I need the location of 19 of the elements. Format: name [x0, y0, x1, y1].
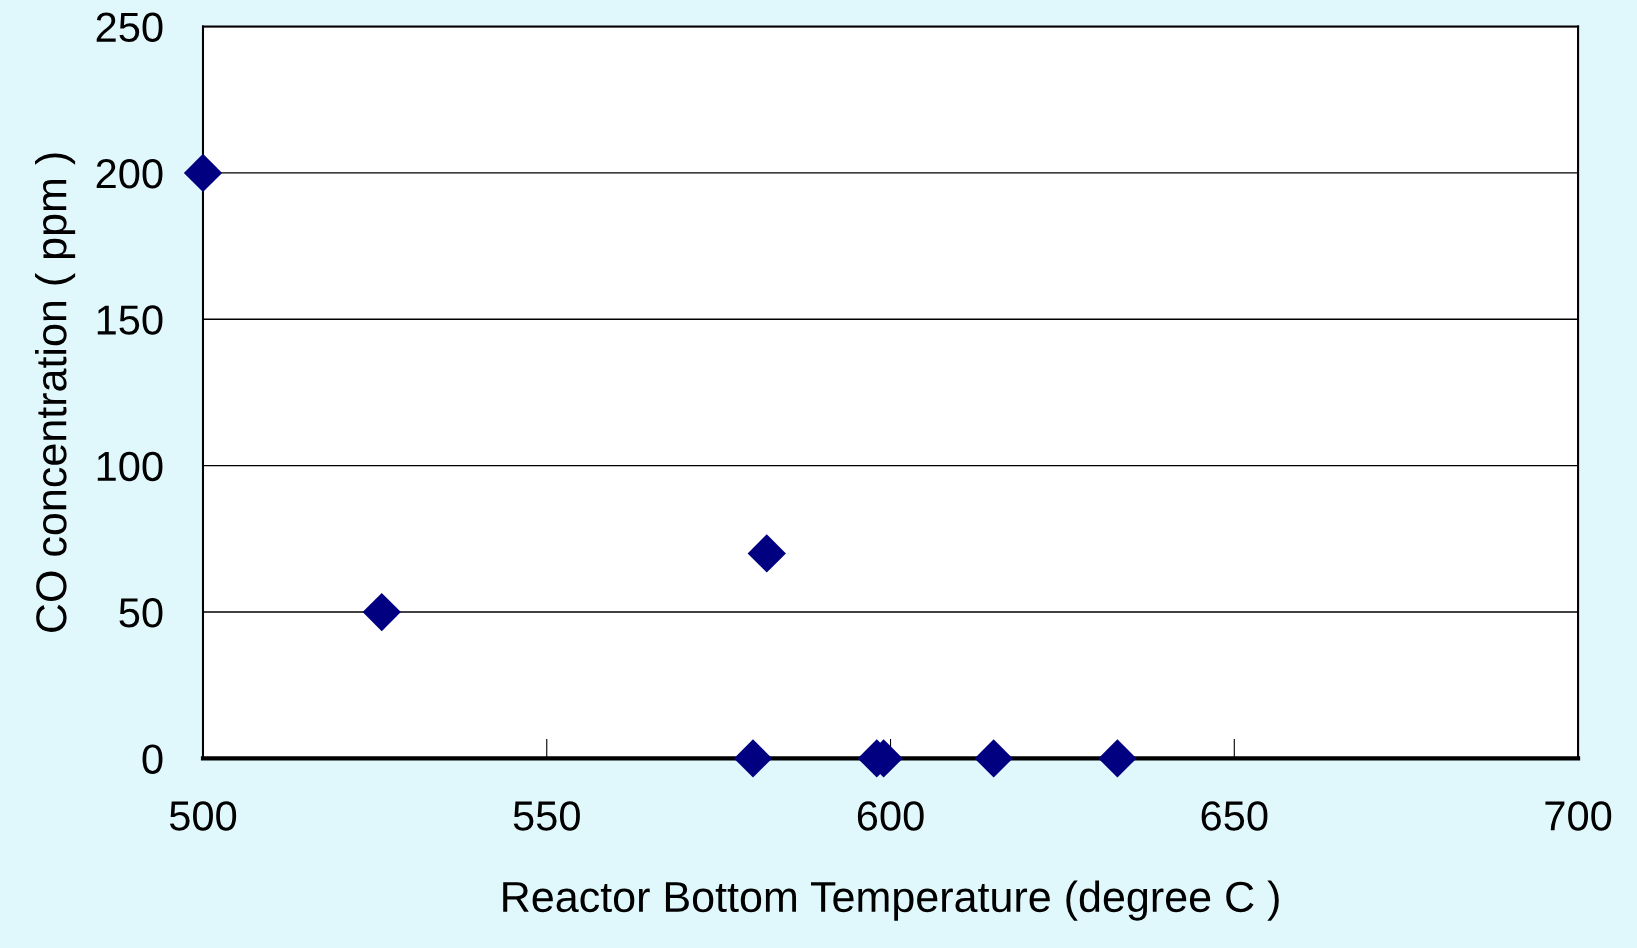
y-tick-label: 150 [97, 305, 163, 335]
y-axis-title: CO concentration ( ppm ) [35, 153, 76, 632]
x-tick-label: 700 [1545, 801, 1612, 831]
x-axis-title: Reactor Bottom Temperature (degree C ) [503, 880, 1279, 921]
x-tick-label: 550 [513, 801, 580, 831]
y-tick-label: 50 [119, 598, 163, 628]
x-tick-label: 600 [857, 801, 924, 831]
y-tick-label: 250 [96, 12, 163, 43]
point [747, 534, 786, 573]
point [362, 592, 401, 632]
y-tick-label: 100 [97, 451, 163, 482]
y-tick-label: 200 [96, 158, 163, 189]
x-tick-label: 500 [169, 801, 237, 831]
point [183, 153, 223, 193]
point [733, 739, 773, 778]
x-tick-label: 650 [1201, 801, 1268, 831]
point [974, 739, 1013, 778]
y-tick-label: 0 [142, 744, 163, 774]
point [1098, 739, 1137, 778]
